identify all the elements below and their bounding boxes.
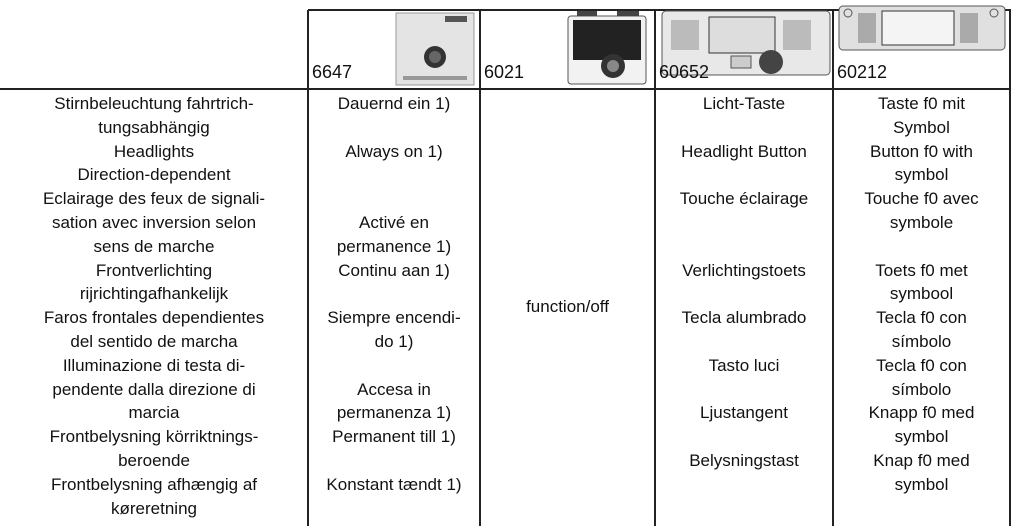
cell-text: symbool [889,284,954,304]
cell-text: símbolo [891,332,952,351]
cell-text: Tasto luci [708,355,780,375]
cell-text: Konstant tændt 1) [326,474,462,494]
rule [479,10,481,526]
cell-text: symbole [889,213,954,232]
cell-text: do 1) [374,332,414,351]
cell-text: Verlichtingstoets [682,260,806,280]
cell-text: Tecla alumbrado [681,308,807,328]
cell-text: Frontbelysning afhængig af [50,474,258,494]
cell-text: Faros frontales dependientes [43,308,265,328]
column-code: 6021 [484,62,525,82]
cell-text: Touche éclairage [679,189,809,209]
cell-text: beroende [118,451,190,470]
rule [308,9,1011,11]
cell-text: Button f0 with [869,141,973,161]
cell-text: símbolo [891,379,952,399]
cell-text: Activé en [359,213,429,232]
cell-text: Taste f0 mit [878,94,965,113]
cell-text: Always on 1) [345,141,443,161]
cell-text: Toets f0 met [875,260,968,280]
cell-text: Direction-dependent [77,165,231,185]
control-unit-image [567,11,647,85]
cell-text: rijrichtingafhankelijk [79,284,229,304]
mobile-station-image [661,10,831,76]
central-station-image [838,5,1006,51]
cell-text: del sentido de marcha [70,332,238,351]
cell-text: Dauernd ein 1) [337,94,451,113]
cell-text: sens de marche [93,236,215,256]
cell-text: Ljustangent [700,403,788,423]
rule [0,88,1011,90]
column-code: 6647 [312,62,353,82]
column-code: 60212 [837,62,888,82]
cell-text: Symbol [893,117,950,137]
merged-cell-text: function/off [526,297,609,316]
rule [307,10,309,526]
cell-text: Eclairage des feux de signali- [42,189,266,209]
cell-text: marcia [128,403,180,423]
cell-text: symbol [894,427,949,447]
rule [1009,10,1011,526]
cell-text: permanence 1) [336,236,452,256]
cell-text: Continu aan 1) [338,260,450,280]
rule [654,10,656,526]
cell-text: Knapp f0 med [868,403,975,423]
cell-text: symbol [894,165,949,185]
cell-text: Frontbelysning körriktnings- [49,427,259,447]
cell-text: Tecla f0 con [876,308,967,328]
cell-text: pendente dalla direzione di [52,379,256,399]
cell-text: Headlight Button [681,141,807,161]
cell-text: køreretning [111,498,197,518]
cell-text: permanenza 1) [336,403,452,423]
cell-text: Permanent till 1) [332,427,456,447]
cell-text: sation avec inversion selon [51,213,257,232]
cell-text: Touche f0 avec [864,189,979,209]
cell-text: symbol [894,474,949,494]
column-code: 60652 [659,62,710,82]
cell-text: Tecla f0 con [876,355,967,375]
cell-text: Frontverlichting [95,260,213,280]
cell-text: Knap f0 med [873,451,970,470]
transformer-image [395,12,475,86]
cell-text: Illuminazione di testa di- [62,355,246,375]
cell-text: Headlights [113,141,195,161]
cell-text: Licht-Taste [702,94,786,113]
cell-text: Siempre encendi- [327,308,461,328]
rule [832,10,834,526]
cell-text: Belysningstast [689,451,799,470]
cell-text: Stirnbeleuchtung fahrtrich- [54,94,254,113]
cell-text: Accesa in [357,379,431,399]
cell-text: tungsabhängig [98,117,210,137]
